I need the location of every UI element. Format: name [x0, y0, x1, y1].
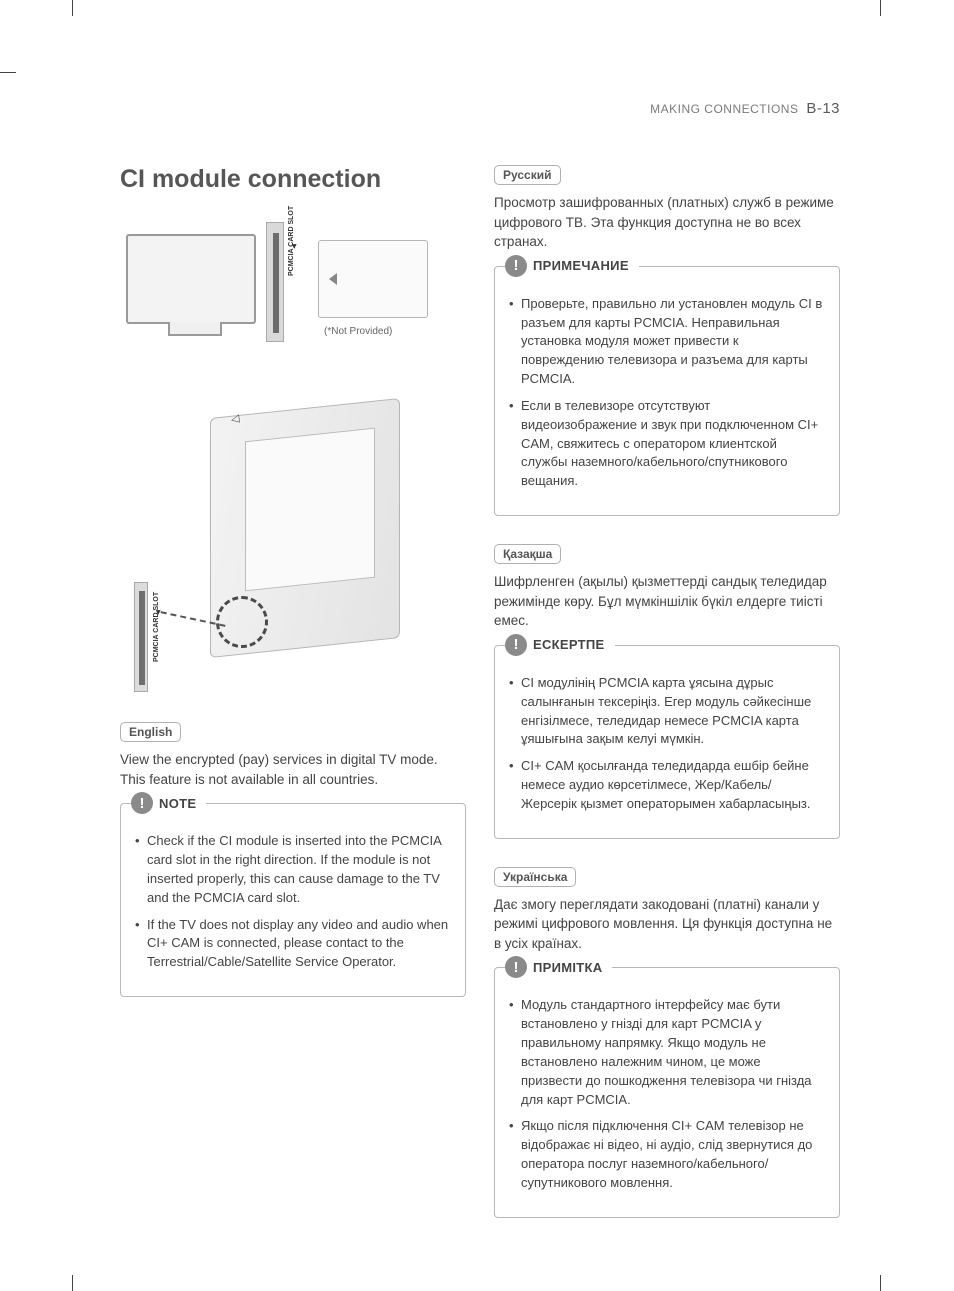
- note-box: ! NOTE Check if the CI module is inserte…: [120, 803, 466, 997]
- ci-card-icon: [318, 240, 428, 318]
- intro-text: Просмотр зашифрованных (платных) служб в…: [494, 193, 840, 252]
- note-box: ! ПРИМІТКА Модуль стандартного інтерфейс…: [494, 967, 840, 1217]
- note-bullet: Если в телевизоре отсутствуют видеоизобр…: [509, 397, 825, 491]
- slot-label: PCMCIA CARD SLOT: [288, 206, 295, 276]
- note-title: ЕСКЕРТПЕ: [533, 637, 605, 652]
- note-title: NOTE: [159, 796, 196, 811]
- not-provided-label: (*Not Provided): [324, 326, 392, 337]
- note-title: ПРИМІТКА: [533, 960, 602, 975]
- figure-bottom: ◁ ◄ PCMCIA CARD SLOT: [120, 402, 440, 702]
- note-bullet: Якщо після підключення CI+ CAM телевізор…: [509, 1117, 825, 1192]
- exclamation-icon: !: [131, 792, 153, 814]
- highlight-circle-icon: [216, 596, 268, 648]
- note-bullet: Check if the CI module is inserted into …: [135, 832, 451, 907]
- note-bullet: CI модулінің PCMCIA карта ұясына дұрыс с…: [509, 674, 825, 749]
- page-title: CI module connection: [120, 165, 466, 194]
- page-header: MAKING CONNECTIONS B-13: [120, 100, 840, 117]
- intro-text: Шифрленген (ақылы) қызметтерді сандық те…: [494, 572, 840, 631]
- page-number: B-13: [806, 100, 840, 117]
- tv-icon: [126, 234, 256, 324]
- language-badge: Қазақша: [494, 544, 561, 564]
- language-badge: Русский: [494, 165, 561, 185]
- note-bullet: Проверьте, правильно ли установлен модул…: [509, 295, 825, 389]
- note-bullet: Модуль стандартного інтерфейсу має бути …: [509, 996, 825, 1109]
- note-box: ! ПРИМЕЧАНИЕ Проверьте, правильно ли уст…: [494, 266, 840, 516]
- insert-arrow-icon: [329, 273, 337, 285]
- note-bullet: If the TV does not display any video and…: [135, 916, 451, 973]
- right-column: Русский Просмотр зашифрованных (платных)…: [494, 165, 840, 1246]
- language-badge: English: [120, 722, 181, 742]
- exclamation-icon: !: [505, 956, 527, 978]
- section-name: MAKING CONNECTIONS: [650, 102, 798, 116]
- exclamation-icon: !: [505, 634, 527, 656]
- slot-label: PCMCIA CARD SLOT: [153, 592, 160, 662]
- intro-text: Дає змогу переглядати закодовані (платні…: [494, 895, 840, 954]
- exclamation-icon: !: [505, 255, 527, 277]
- language-badge: Українська: [494, 867, 576, 887]
- intro-text: View the encrypted (pay) services in dig…: [120, 750, 466, 789]
- card-arrow-icon: ◁: [230, 411, 240, 426]
- pcmcia-slot-icon: [266, 222, 284, 342]
- left-column: CI module connection ◄ PCMCIA CARD SLOT …: [120, 165, 466, 1246]
- note-title: ПРИМЕЧАНИЕ: [533, 258, 629, 273]
- note-box: ! ЕСКЕРТПЕ CI модулінің PCMCIA карта ұяс…: [494, 645, 840, 839]
- pcmcia-slot-icon: [134, 582, 148, 692]
- figure-top: ◄ PCMCIA CARD SLOT (*Not Provided): [120, 222, 440, 382]
- note-bullet: CI+ CAM қосылғанда теледидарда ешбір бей…: [509, 757, 825, 814]
